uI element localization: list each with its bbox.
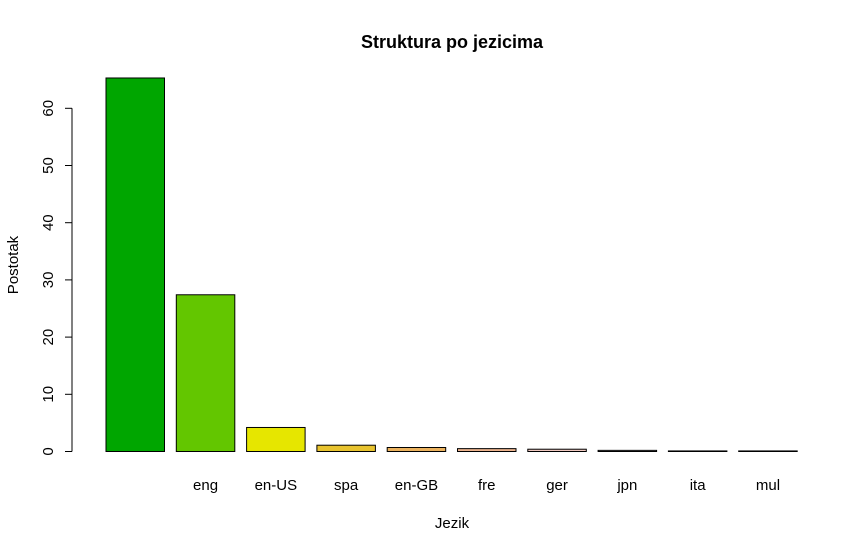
y-tick-label: 60 [40,100,57,117]
x-tick-label: jpn [616,477,637,494]
x-tick-label: ita [690,477,707,494]
bar-ita [667,450,728,453]
x-axis-label: Jezik [435,515,470,532]
bars [105,77,798,453]
x-tick-label: eng [193,477,218,494]
x-tick-label: en-GB [395,477,438,494]
y-tick-label: 30 [40,272,57,289]
x-tick-label: mul [756,477,780,494]
bar-en-US [246,426,306,453]
x-tick-labels: eng en-US spa en-GB fre ger jpn ita mul [193,477,780,494]
bar-spa [316,444,376,453]
y-tick-label: 40 [40,214,57,231]
y-tick-label: 0 [40,447,57,455]
x-tick-label: ger [546,477,568,494]
bar-en-GB [386,446,447,453]
chart-title: Struktura po jezicima [361,32,544,52]
x-tick-label: fre [478,477,496,494]
y-tick-label: 50 [40,157,57,174]
y-axis: 0 10 20 30 40 50 60 [40,100,73,456]
y-axis-label: Postotak [5,235,22,294]
bar-fre [457,448,517,453]
bar-unlabeled [105,77,165,452]
bar-eng [175,294,236,452]
bar-jpn [597,449,658,452]
x-tick-label: spa [334,477,359,494]
y-tick-label: 10 [40,386,57,403]
bar-mul [738,450,798,453]
bar-ger [527,448,587,453]
x-tick-label: en-US [255,477,298,494]
y-tick-label: 20 [40,329,57,346]
